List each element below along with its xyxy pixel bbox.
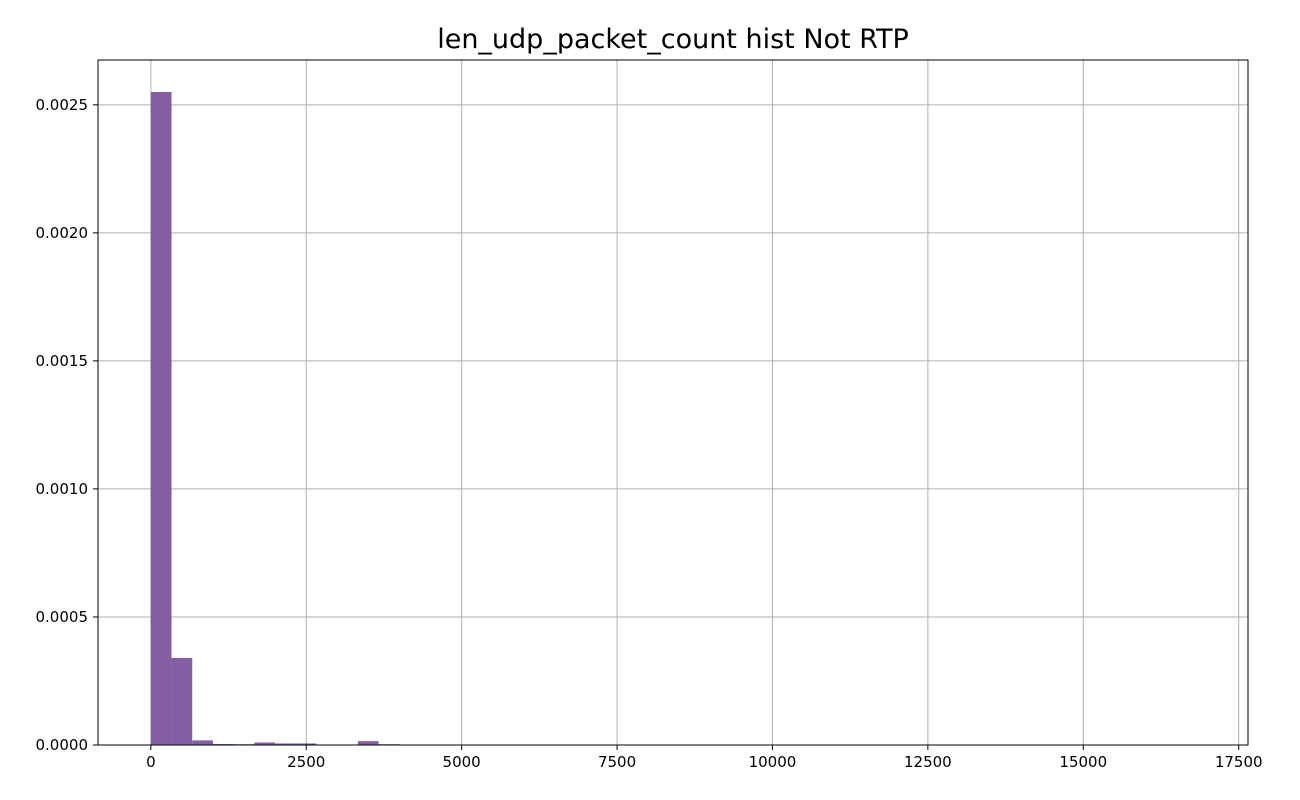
x-tick-label: 7500 [598, 753, 636, 771]
x-tick-label: 17500 [1215, 753, 1263, 771]
axes-frame [97, 59, 1249, 746]
histogram-bar [212, 743, 234, 745]
x-tick-label: 10000 [749, 753, 797, 771]
histogram-bar [171, 657, 193, 745]
y-tick-label: 0.0005 [36, 608, 89, 626]
y-tick-label: 0.0010 [36, 480, 89, 498]
histogram-bar [295, 743, 317, 745]
plot-frame [97, 59, 1249, 746]
y-tick-label: 0.0020 [36, 224, 89, 242]
histogram-bars [150, 92, 400, 746]
histogram-bar [254, 742, 276, 745]
histogram-bar [150, 92, 172, 746]
y-tick-label: 0.0015 [36, 352, 89, 370]
chart-title: len_udp_packet_count hist Not RTP [437, 24, 909, 55]
y-axis-ticks: 0.0000 0.0005 0.0010 0.0015 0.0020 0.0025 [36, 96, 98, 754]
x-axis-ticks: 0 2500 5000 7500 10000 12500 15000 17500 [146, 745, 1263, 771]
histogram-bar [275, 743, 296, 745]
histogram-bar [357, 741, 379, 745]
y-tick-label: 0.0025 [36, 96, 89, 114]
x-tick-label: 2500 [287, 753, 325, 771]
x-tick-label: 0 [146, 753, 156, 771]
grid-lines [98, 60, 1248, 746]
x-tick-label: 15000 [1059, 753, 1107, 771]
y-tick-label: 0.0000 [36, 736, 89, 754]
x-tick-label: 5000 [443, 753, 481, 771]
histogram-bar [192, 740, 213, 745]
x-tick-label: 12500 [904, 753, 952, 771]
